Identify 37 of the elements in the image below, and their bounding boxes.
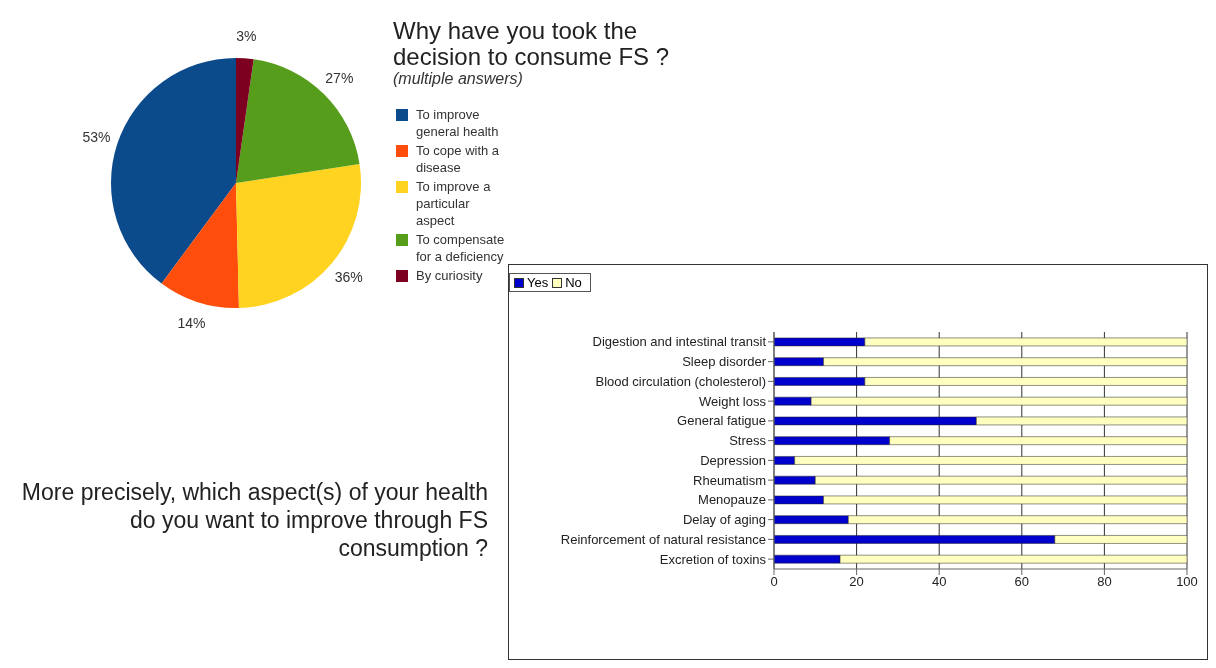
data-label: 36% (334, 269, 363, 286)
legend-label: Yes (526, 275, 549, 290)
y-tick-label: Rheumatism (693, 472, 766, 488)
x-tick-label: 60 (1014, 574, 1030, 590)
legend-label: By curiosity (416, 267, 483, 284)
pie-slice (236, 59, 360, 183)
legend-label: No (564, 275, 582, 290)
x-tick-label: 40 (931, 574, 947, 590)
y-tick-label: General fatigue (677, 413, 766, 429)
text: More precisely, which aspect(s) of your health do you want to improve through FS consumption ? (20, 478, 488, 562)
text: (multiple answers) (393, 70, 524, 88)
y-tick-label: Weight loss (699, 393, 767, 409)
x-tick-label: 80 (1097, 574, 1112, 590)
x-tick-label: 100 (1176, 574, 1198, 590)
data-label: 27% (325, 70, 354, 87)
pie-slice (111, 58, 236, 284)
y-tick-label: Reinforcement of natural resistance (560, 531, 766, 547)
legend-label: To improve a particular aspect (416, 178, 492, 229)
data-label: 14% (177, 315, 206, 332)
y-tick-label: Depression (700, 452, 766, 468)
chart-title: Why have you took the decision to consume FS ? (393, 17, 671, 70)
x-tick-label: 20 (849, 574, 864, 590)
legend-label: To compensate for a deficiency (416, 231, 506, 265)
data-label: 53% (82, 128, 111, 145)
y-tick-label: Excretion of toxins (659, 551, 767, 567)
data-label: 3% (236, 28, 257, 45)
y-tick-label: Delay of aging (682, 512, 766, 528)
legend-label: To cope with a disease (416, 142, 501, 176)
pie-slice (161, 183, 239, 308)
y-tick-label: Digestion and intestinal transit (592, 334, 767, 350)
x-tick-label: 0 (770, 574, 778, 590)
legend-label: To improve general health (416, 106, 500, 140)
y-tick-label: Sleep disorder (682, 354, 767, 370)
y-tick-label: Menopauze (698, 492, 766, 508)
y-tick-label: Blood circulation (cholesterol) (595, 373, 766, 389)
y-tick-label: Stress (729, 433, 767, 449)
pie-slice (236, 163, 361, 308)
